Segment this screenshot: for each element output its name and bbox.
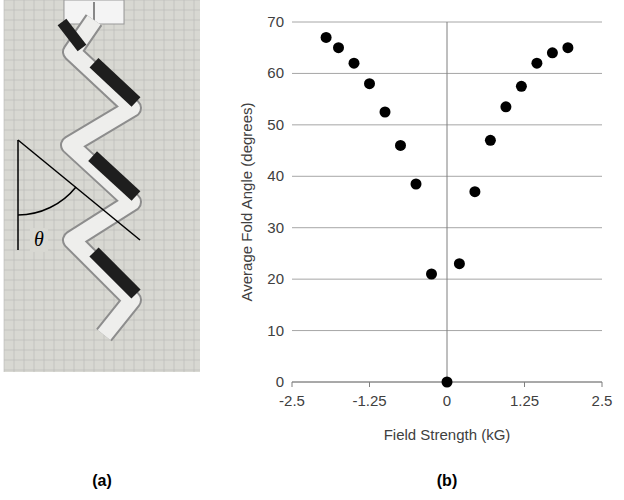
panel-label: (b) (437, 472, 457, 489)
magnet (94, 252, 136, 294)
magnet (62, 22, 82, 48)
paper-line (154, 0, 155, 372)
paper-line (4, 320, 200, 321)
y-axis-title: Average Fold Angle (degrees) (238, 102, 255, 301)
figure: θ 0 10 20 30 40 50 60 70 -2.5 -1.25 0 1.25 2.5 Field S… (0, 0, 624, 500)
data-point (547, 47, 558, 58)
data-point (321, 32, 332, 43)
x-axis-title: Field Strength (kG) (384, 426, 511, 443)
y-tick-label: 50 (267, 116, 284, 133)
data-point (531, 58, 542, 69)
paper-line (4, 50, 200, 51)
data-point (469, 186, 480, 197)
paper-line (4, 190, 200, 191)
x-tick-label: 0 (443, 392, 451, 409)
x-tick (369, 382, 370, 387)
paper-line (4, 150, 200, 151)
angle-line (18, 140, 140, 240)
chart: 0 10 20 30 40 50 60 70 -2.5 -1.25 0 1.25 2.5 Field St… (238, 13, 612, 443)
data-point (562, 42, 573, 53)
x-tick (524, 382, 525, 387)
y-axis-line (447, 22, 448, 382)
paper-line (4, 200, 200, 201)
x-tick (602, 382, 603, 387)
paper-line (174, 0, 175, 372)
data-point (333, 42, 344, 53)
y-tick-label: 60 (267, 64, 284, 81)
paper-line (4, 100, 200, 101)
data-point (395, 140, 406, 151)
label-patch (30, 228, 48, 252)
paper-line (4, 370, 200, 371)
paper-line (194, 0, 195, 372)
y-tick-label: 70 (267, 13, 284, 30)
paper-line (184, 0, 185, 372)
y-tick-label: 40 (267, 167, 284, 184)
paper-line (4, 290, 200, 291)
paper-line (4, 310, 200, 311)
y-tick-label: 20 (267, 270, 284, 287)
paper-line (94, 0, 95, 372)
data-point (380, 107, 391, 118)
points (321, 32, 574, 388)
data-point (454, 258, 465, 269)
x-tick-label: 1.25 (510, 392, 539, 409)
paper-line (4, 350, 200, 351)
magnet (93, 156, 136, 196)
angle-line (17, 140, 19, 250)
data-point (411, 179, 422, 190)
paper-line (24, 0, 25, 372)
y-tick-label: 10 (267, 322, 284, 339)
paper-line (4, 30, 200, 31)
paper-line (4, 300, 200, 301)
angle-label: θ (34, 228, 44, 250)
paper-line (44, 0, 45, 372)
paper-line (4, 340, 200, 341)
data-point (364, 78, 375, 89)
data-point (516, 81, 527, 92)
y-tick-label: 0 (276, 373, 284, 390)
magnet (94, 63, 136, 102)
x-tick (292, 382, 293, 387)
x-tick-label: -2.5 (279, 392, 305, 409)
paper-line (4, 110, 200, 111)
paper-line (4, 360, 200, 361)
x-tick-label: 2.5 (592, 392, 613, 409)
paper-line (144, 0, 145, 372)
angle-arc (18, 187, 76, 215)
data-point (485, 135, 496, 146)
paper-line (4, 60, 200, 61)
paper-line (4, 40, 200, 41)
data-point (426, 269, 437, 280)
paper-line (4, 0, 5, 372)
paper-line (34, 0, 35, 372)
panel-label: (a) (92, 472, 112, 489)
y-tick-label: 30 (267, 219, 284, 236)
clamp-slot (93, 2, 95, 22)
paper-line (164, 0, 165, 372)
paper-line (14, 0, 15, 372)
data-point (500, 101, 511, 112)
paper-line (4, 140, 200, 141)
data-point (442, 377, 453, 388)
grid-paper (4, 0, 200, 372)
data-point (349, 58, 360, 69)
photo-panel: θ (4, 0, 200, 372)
x-tick-label: -1.25 (352, 392, 386, 409)
paper-line (54, 0, 55, 372)
